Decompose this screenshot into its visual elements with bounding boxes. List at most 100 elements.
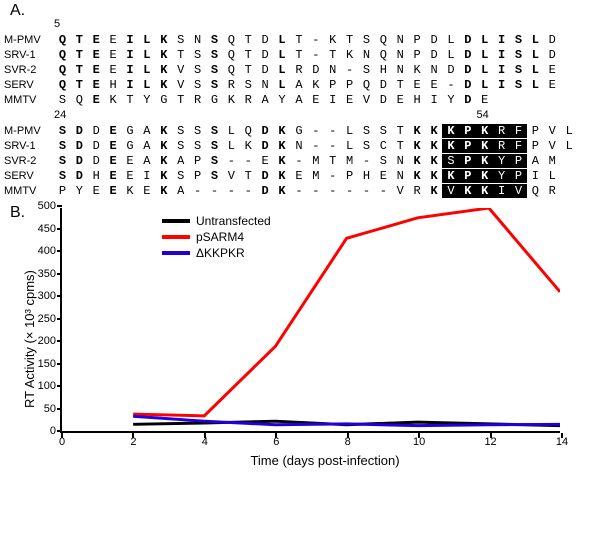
residue-cell: K [341, 48, 358, 62]
residue-cell: D [459, 78, 476, 92]
residue-cell: K [122, 184, 139, 198]
residue-cell: K [274, 124, 291, 138]
residue-cell: T [71, 48, 88, 62]
residue-cell: P [409, 33, 426, 47]
residue-cell: L [476, 33, 493, 47]
residue-cell: L [223, 139, 240, 153]
x-axis-label: Time (days post-infection) [60, 453, 590, 468]
residue-cell: S [358, 139, 375, 153]
residue-cell: S [240, 78, 257, 92]
residue-cell: L [527, 33, 544, 47]
sequence-row: M-PMVQTEEILKSNSQTDLT-KTSQNPDLDLISLD [54, 32, 590, 47]
residue-cell: D [426, 33, 443, 47]
legend-item: ΔKKPKR [162, 246, 271, 260]
residue-cell: T [172, 48, 189, 62]
residue-cell: D [426, 48, 443, 62]
residue-cell: L [138, 78, 155, 92]
sequence-name: MMTV [4, 94, 54, 106]
residue-cell: S [54, 139, 71, 153]
residue-cell: L [476, 78, 493, 92]
residue-cell: E [105, 169, 122, 183]
residue-cell: L [476, 48, 493, 62]
sequence-row: SVR-2QTEEILKVSSQTDLRDN-SHNKNDDLISLE [54, 62, 590, 77]
residue-cell: K [476, 124, 493, 138]
residue-cell: I [493, 63, 510, 77]
residue-cell: K [426, 154, 443, 168]
residue-cell: K [409, 139, 426, 153]
residue-cell: - [442, 78, 459, 92]
residue-cell: V [172, 63, 189, 77]
residue-cell: D [459, 33, 476, 47]
legend-swatch [162, 219, 190, 223]
residue-cell: V [510, 184, 527, 198]
residue-cell: K [324, 33, 341, 47]
residue-cell: - [324, 169, 341, 183]
residue-cell: - [307, 33, 324, 47]
residue-cell: Y [493, 169, 510, 183]
residue-cell: D [257, 124, 274, 138]
residue-cell: P [54, 184, 71, 198]
residue-cell: E [307, 93, 324, 107]
residue-cell: Q [223, 48, 240, 62]
sequence-alignment: 5M-PMVQTEEILKSNSQTDLT-KTSQNPDLDLISLDSRV-… [0, 0, 600, 206]
residue-cell: D [544, 33, 561, 47]
residue-cell: S [54, 93, 71, 107]
residue-cell: T [240, 169, 257, 183]
residue-cell: N [426, 63, 443, 77]
residue-cell: Q [527, 184, 544, 198]
plot-area: UntransfectedpSARM4ΔKKPKR 05010015020025… [60, 208, 560, 433]
residue-cell: T [71, 63, 88, 77]
sequence-row: SERVSDHEEIKSPSVTDKEM-PHENKKKPKYPIL [54, 168, 590, 183]
legend-swatch [162, 251, 190, 255]
residue-cell: G [122, 139, 139, 153]
residue-cell: K [155, 169, 172, 183]
residue-cell: V [544, 139, 561, 153]
residue-cell: Q [223, 33, 240, 47]
residue-cell: - [240, 154, 257, 168]
sequence-row: SRV-1SDDEGAKSSSLKDKN--LSCTKKKPKRFPVL [54, 138, 590, 153]
residue-cell: L [561, 124, 578, 138]
residue-cell: K [426, 139, 443, 153]
residue-cell: E [105, 139, 122, 153]
residue-cell: A [290, 78, 307, 92]
residue-cell: K [274, 184, 291, 198]
residue-cell: D [442, 63, 459, 77]
residue-cell: A [257, 93, 274, 107]
residue-cell: A [138, 154, 155, 168]
residue-cell: K [307, 78, 324, 92]
position-marker: 24 [54, 109, 66, 121]
residue-cell: I [527, 169, 544, 183]
residue-cell: - [341, 184, 358, 198]
residue-cell: K [409, 154, 426, 168]
residue-cell: S [206, 124, 223, 138]
residue-cell: A [138, 139, 155, 153]
residue-cell: E [476, 93, 493, 107]
residue-cell: M [544, 154, 561, 168]
residue-cell: K [426, 169, 443, 183]
residue-cell: D [88, 154, 105, 168]
residue-cell: V [172, 78, 189, 92]
residue-cell: E [105, 63, 122, 77]
residue-cell: S [189, 48, 206, 62]
sequence-name: SRV-1 [4, 140, 54, 152]
residue-cell: P [510, 154, 527, 168]
residue-cell: D [257, 184, 274, 198]
residue-cell: L [442, 48, 459, 62]
residue-cell: N [392, 154, 409, 168]
sequence-name: SVR-2 [4, 155, 54, 167]
position-marker: 5 [54, 18, 60, 30]
residue-cell: I [493, 33, 510, 47]
residue-cell: E [122, 154, 139, 168]
residue-cell: E [88, 78, 105, 92]
residue-cell: E [341, 93, 358, 107]
residue-cell: T [71, 33, 88, 47]
residue-cell: K [155, 139, 172, 153]
residue-cell: K [409, 63, 426, 77]
residue-cell: Q [71, 93, 88, 107]
residue-cell: N [324, 63, 341, 77]
residue-cell: S [206, 139, 223, 153]
residue-cell: K [155, 124, 172, 138]
residue-cell: T [392, 139, 409, 153]
residue-cell: E [105, 154, 122, 168]
panel-b-label: B. [10, 204, 25, 222]
